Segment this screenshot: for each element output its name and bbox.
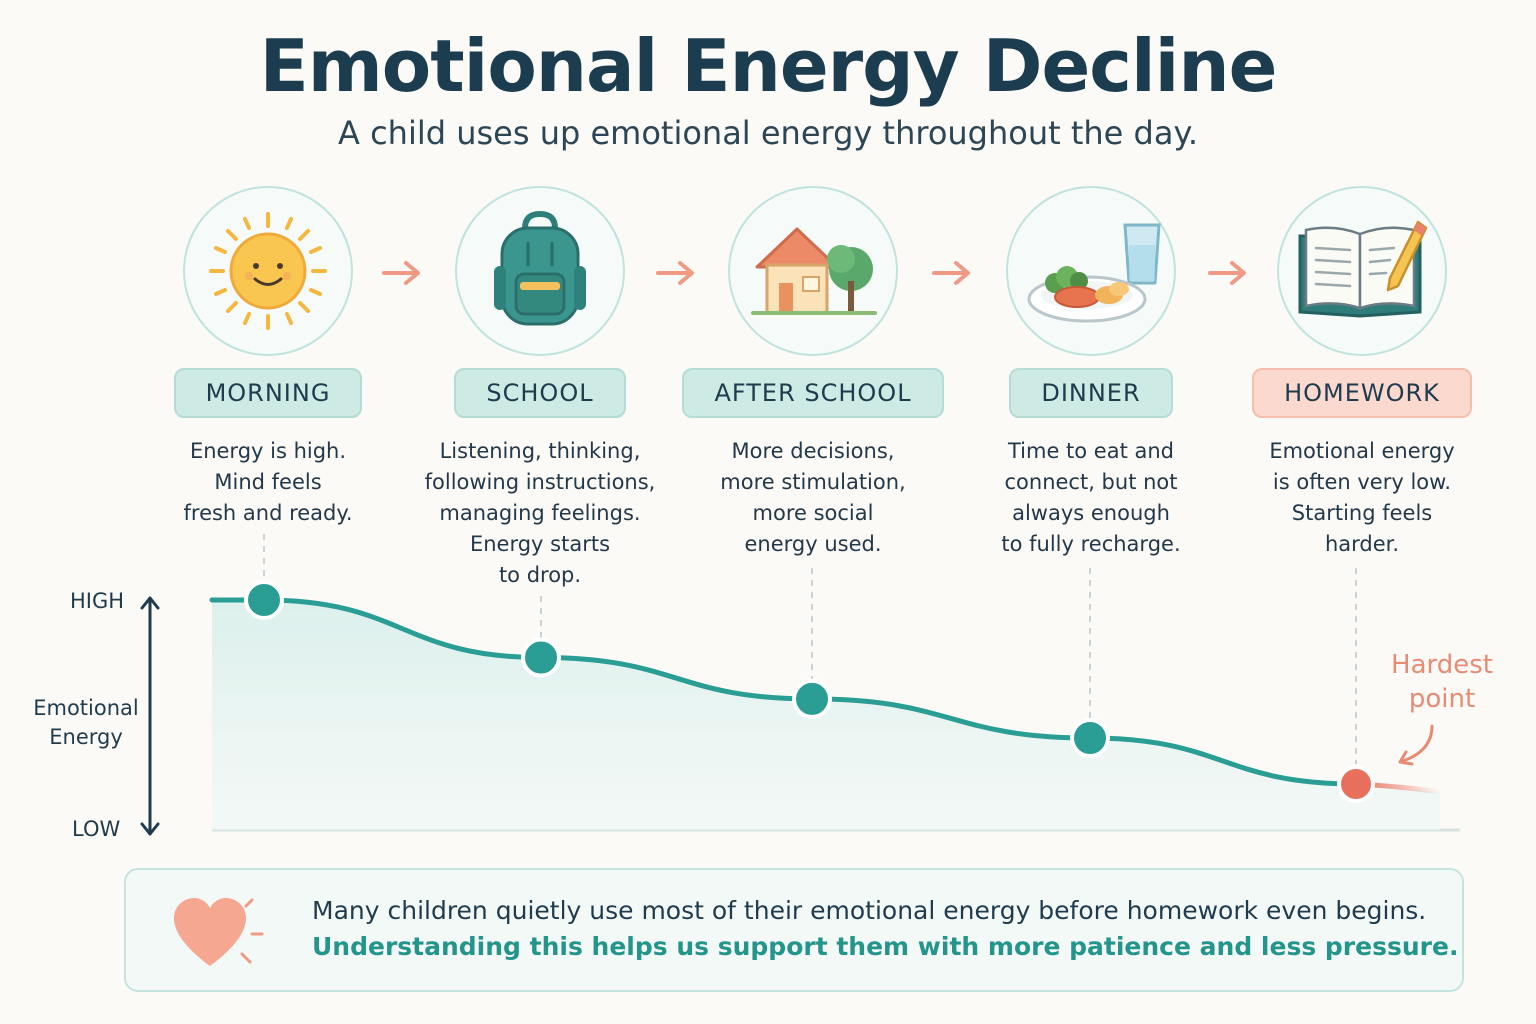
stage-morning: MORNING Energy is high. Mind feels fresh… <box>148 186 388 529</box>
stage-description: Energy is high. Mind feels fresh and rea… <box>183 439 353 525</box>
backpack-icon <box>494 210 586 326</box>
stage-description: Listening, thinking, following instructi… <box>424 439 656 587</box>
banner-text: Many children quietly use most of their … <box>312 896 1427 925</box>
arrow-right-icon <box>382 261 420 285</box>
stage-label: HOMEWORK <box>1252 368 1472 418</box>
stage-icon-circle <box>728 186 898 356</box>
energy-point-morning <box>244 580 284 620</box>
stage-icon-circle <box>455 186 625 356</box>
stage-description: Emotional energy is often very low. Star… <box>1269 439 1455 556</box>
stage-description: More decisions, more stimulation, more s… <box>720 439 906 556</box>
page-title: Emotional Energy Decline <box>259 24 1278 108</box>
stage-label: AFTER SCHOOL <box>682 368 944 418</box>
stage-homework: HOMEWORK Emotional energy is often very … <box>1242 186 1482 560</box>
arrow-right-icon <box>932 261 970 285</box>
page-subtitle: A child uses up emotional energy through… <box>338 114 1198 152</box>
open-book-pencil-icon <box>1298 220 1428 318</box>
stage-label: SCHOOL <box>454 368 626 418</box>
energy-point-after-school <box>792 678 832 719</box>
summary-banner: Many children quietly use most of their … <box>124 868 1464 992</box>
stage-after-school: AFTER SCHOOL More decisions, more stimul… <box>682 186 944 560</box>
banner-highlight-text: Understanding this helps us support them… <box>312 932 1459 961</box>
stage-icon-circle <box>1006 186 1176 356</box>
energy-area <box>212 600 1440 830</box>
y-axis-arrow <box>140 596 160 836</box>
stage-description: Time to eat and connect, but not always … <box>1001 439 1181 556</box>
arrow-right-icon <box>1208 261 1246 285</box>
heart-icon <box>174 898 264 966</box>
y-axis-title: Emotional Energy <box>33 696 139 749</box>
hardest-point-annotation: Hardest point <box>1391 650 1493 714</box>
house-icon <box>751 227 877 315</box>
energy-point-dinner <box>1070 718 1110 758</box>
stage-icon-circle <box>1277 186 1447 356</box>
dinner-plate-icon <box>1027 223 1161 323</box>
arrow-right-icon <box>656 261 694 285</box>
curved-arrow-icon <box>1398 724 1434 766</box>
stage-label: DINNER <box>1009 368 1173 418</box>
stage-label: MORNING <box>173 368 363 418</box>
sun-icon <box>209 212 327 330</box>
stage-dinner: DINNER Time to eat and connect, but not … <box>971 186 1211 560</box>
stage-school: SCHOOL Listening, thinking, following in… <box>420 186 660 591</box>
energy-point-homework <box>1337 765 1375 803</box>
y-axis-low-label: LOW <box>72 817 121 841</box>
y-axis-high-label: HIGH <box>70 589 125 613</box>
stage-icon-circle <box>183 186 353 356</box>
energy-point-school <box>521 637 561 678</box>
